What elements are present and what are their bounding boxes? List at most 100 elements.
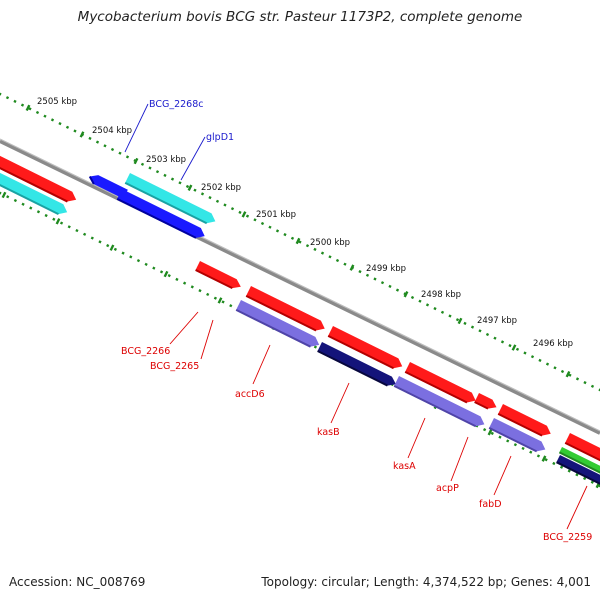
upper-scale-tick bbox=[155, 170, 160, 174]
upper-scale-tick bbox=[320, 251, 325, 255]
upper-scale-tick bbox=[388, 284, 392, 289]
upper-scale-tick bbox=[530, 355, 535, 359]
lower-scale-tick bbox=[75, 228, 79, 233]
gene-label-bottom: BCG_2265 bbox=[150, 361, 199, 372]
lower-scale-tick bbox=[113, 247, 117, 251]
lower-major-tick bbox=[1, 191, 7, 199]
lower-scale-tick bbox=[44, 213, 48, 218]
upper-scale-tick bbox=[545, 362, 550, 366]
lower-major-tick bbox=[487, 429, 493, 436]
lower-scale-tick bbox=[106, 243, 110, 248]
upper-scale-tick bbox=[268, 225, 272, 229]
upper-major-tick bbox=[79, 131, 85, 138]
label-leader bbox=[200, 319, 214, 360]
scale-label: 2503 kbp bbox=[146, 155, 186, 165]
scale-label: 2502 kbp bbox=[201, 183, 241, 193]
gene-label-bottom: BCG_2266 bbox=[121, 346, 170, 357]
lower-scale-tick bbox=[529, 450, 533, 454]
feature-acpp bbox=[474, 393, 497, 409]
lower-major-tick bbox=[109, 244, 115, 251]
feature-acpp-edge bbox=[474, 401, 489, 410]
upper-scale-tick bbox=[500, 340, 505, 344]
upper-scale-tick bbox=[43, 114, 47, 118]
upper-scale-tick bbox=[110, 147, 115, 152]
feature-kasa-red bbox=[405, 362, 476, 403]
feature-kasa-red-edge bbox=[404, 370, 468, 404]
upper-major-tick bbox=[295, 237, 301, 245]
gene-label-bottom: kasB bbox=[317, 427, 340, 438]
upper-scale-tick bbox=[380, 281, 385, 285]
lower-scale-tick bbox=[567, 469, 571, 473]
feature-bcg-2266-edge bbox=[195, 269, 233, 290]
upper-scale-tick bbox=[208, 195, 212, 200]
lower-scale-tick bbox=[559, 465, 564, 469]
lower-scale-tick bbox=[36, 210, 41, 214]
gene-label-bottom: acpP bbox=[436, 483, 459, 494]
feature-fabd-red bbox=[498, 404, 551, 436]
upper-scale-tick bbox=[223, 203, 227, 207]
upper-scale-tick bbox=[13, 99, 17, 104]
scale-label: 2499 kbp bbox=[366, 264, 406, 274]
lower-scale-tick bbox=[90, 236, 94, 240]
lower-scale-tick bbox=[490, 431, 494, 436]
feature-bcg-2268c-edge bbox=[88, 176, 95, 185]
scale-label: 2500 kbp bbox=[310, 238, 350, 248]
label-leader bbox=[124, 103, 149, 153]
upper-scale-tick bbox=[275, 229, 280, 233]
feature-blue-under-edge bbox=[116, 197, 197, 239]
feature-fabd bbox=[489, 418, 546, 452]
upper-major-tick bbox=[241, 211, 247, 218]
upper-scale-tick bbox=[470, 325, 475, 329]
lower-scale-tick bbox=[167, 274, 171, 278]
lower-scale-tick bbox=[206, 292, 210, 297]
feature-left-red-edge bbox=[0, 167, 68, 203]
upper-scale-tick bbox=[343, 262, 347, 266]
scale-label: 2504 kbp bbox=[92, 126, 132, 136]
upper-scale-tick bbox=[538, 358, 542, 363]
lower-scale-tick bbox=[536, 454, 541, 458]
feature-bcg-2259 bbox=[556, 455, 600, 484]
upper-scale-tick bbox=[178, 181, 182, 185]
upper-scale-tick bbox=[560, 369, 565, 374]
feature-fabd-red-edge bbox=[497, 412, 543, 437]
lower-scale-tick bbox=[483, 428, 487, 432]
lower-scale-tick bbox=[552, 461, 556, 466]
upper-scale-tick bbox=[245, 214, 250, 218]
feature-left-cyan-edge bbox=[0, 184, 59, 216]
lower-scale-tick bbox=[129, 255, 133, 259]
lower-scale-tick bbox=[313, 345, 317, 349]
upper-major-tick bbox=[133, 157, 139, 165]
upper-scale-tick bbox=[290, 236, 295, 240]
upper-scale-tick bbox=[515, 347, 520, 351]
map-title: Mycobacterium bovis BCG str. Pasteur 117… bbox=[77, 9, 523, 25]
lower-scale-tick bbox=[190, 285, 194, 289]
gene-label-bottom: BCG_2259 bbox=[543, 532, 592, 543]
lower-scale-tick bbox=[506, 439, 510, 443]
feature-right-green-edge bbox=[558, 451, 600, 474]
upper-scale-tick bbox=[598, 388, 600, 392]
lower-scale-tick bbox=[52, 217, 56, 221]
backbone-layer bbox=[0, 138, 600, 435]
upper-scale-tick bbox=[305, 244, 310, 248]
upper-scale-tick bbox=[335, 258, 340, 263]
lower-scale-tick bbox=[98, 240, 102, 244]
upper-major-tick bbox=[187, 184, 193, 191]
upper-scale-tick bbox=[433, 306, 437, 311]
upper-scale-tick bbox=[575, 377, 580, 381]
lower-scale-tick bbox=[598, 484, 600, 488]
feature-layer bbox=[0, 155, 600, 485]
feature-kasb-red-edge bbox=[327, 334, 394, 370]
upper-scale-tick bbox=[253, 218, 257, 222]
feature-glpd1-edge bbox=[124, 181, 208, 225]
upper-scale-tick bbox=[125, 155, 130, 159]
upper-scale-tick bbox=[20, 103, 25, 107]
upper-scale-tick bbox=[35, 110, 40, 115]
upper-scale-tick bbox=[238, 210, 242, 215]
feature-accd6-edge bbox=[235, 308, 311, 348]
upper-scale-tick bbox=[298, 240, 302, 244]
label-leader bbox=[493, 455, 512, 496]
backbone-highlight bbox=[0, 138, 600, 432]
feature-kasb-red bbox=[328, 326, 403, 369]
lower-scale-tick bbox=[6, 195, 10, 199]
feature-kasb bbox=[317, 342, 396, 386]
